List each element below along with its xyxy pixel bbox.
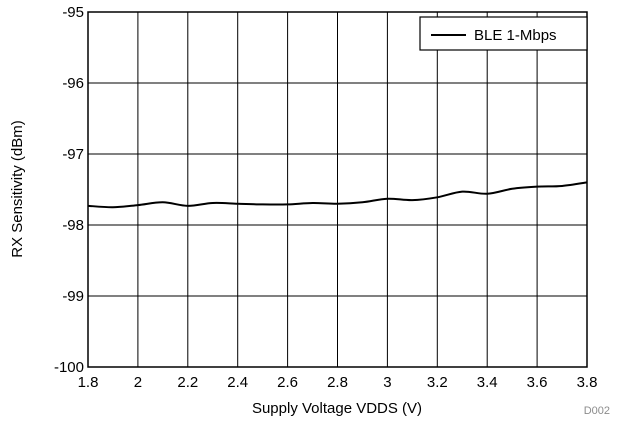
y-tick-label: -97 [62, 146, 84, 163]
x-tick-label: 1.8 [78, 374, 99, 391]
legend-label: BLE 1-Mbps [474, 27, 557, 44]
x-tick-label: 3.4 [477, 374, 498, 391]
x-tick-label: 2.6 [277, 374, 298, 391]
x-tick-label: 2 [134, 374, 142, 391]
x-tick-labels: 1.8 2 2.2 2.4 2.6 2.8 3 3.2 3.4 3.6 3.8 [78, 374, 598, 391]
legend-box [419, 16, 588, 51]
y-tick-labels: -95 -96 -97 -98 -99 -100 [54, 4, 84, 376]
x-tick-label: 2.2 [177, 374, 198, 391]
figure-id-label: D002 [584, 405, 610, 417]
legend: BLE 1-Mbps [419, 16, 588, 51]
y-axis-title: RX Sensitivity (dBm) [9, 120, 26, 258]
x-tick-label: 3.2 [427, 374, 448, 391]
x-tick-label: 3.6 [527, 374, 548, 391]
y-tick-label: -95 [62, 4, 84, 21]
series-lines [87, 181, 588, 209]
x-tick-label: 2.8 [327, 374, 348, 391]
series-line-ble-1mbps [87, 181, 588, 209]
y-tick-label: -100 [54, 359, 84, 376]
x-tick-label: 3 [383, 374, 391, 391]
x-tick-label: 2.4 [227, 374, 248, 391]
plot-frame [87, 11, 588, 368]
x-axis-title: Supply Voltage VDDS (V) [252, 400, 422, 417]
x-tick-label: 3.8 [577, 374, 598, 391]
y-tick-label: -99 [62, 288, 84, 305]
y-tick-label: -98 [62, 217, 84, 234]
y-tick-label: -96 [62, 75, 84, 92]
